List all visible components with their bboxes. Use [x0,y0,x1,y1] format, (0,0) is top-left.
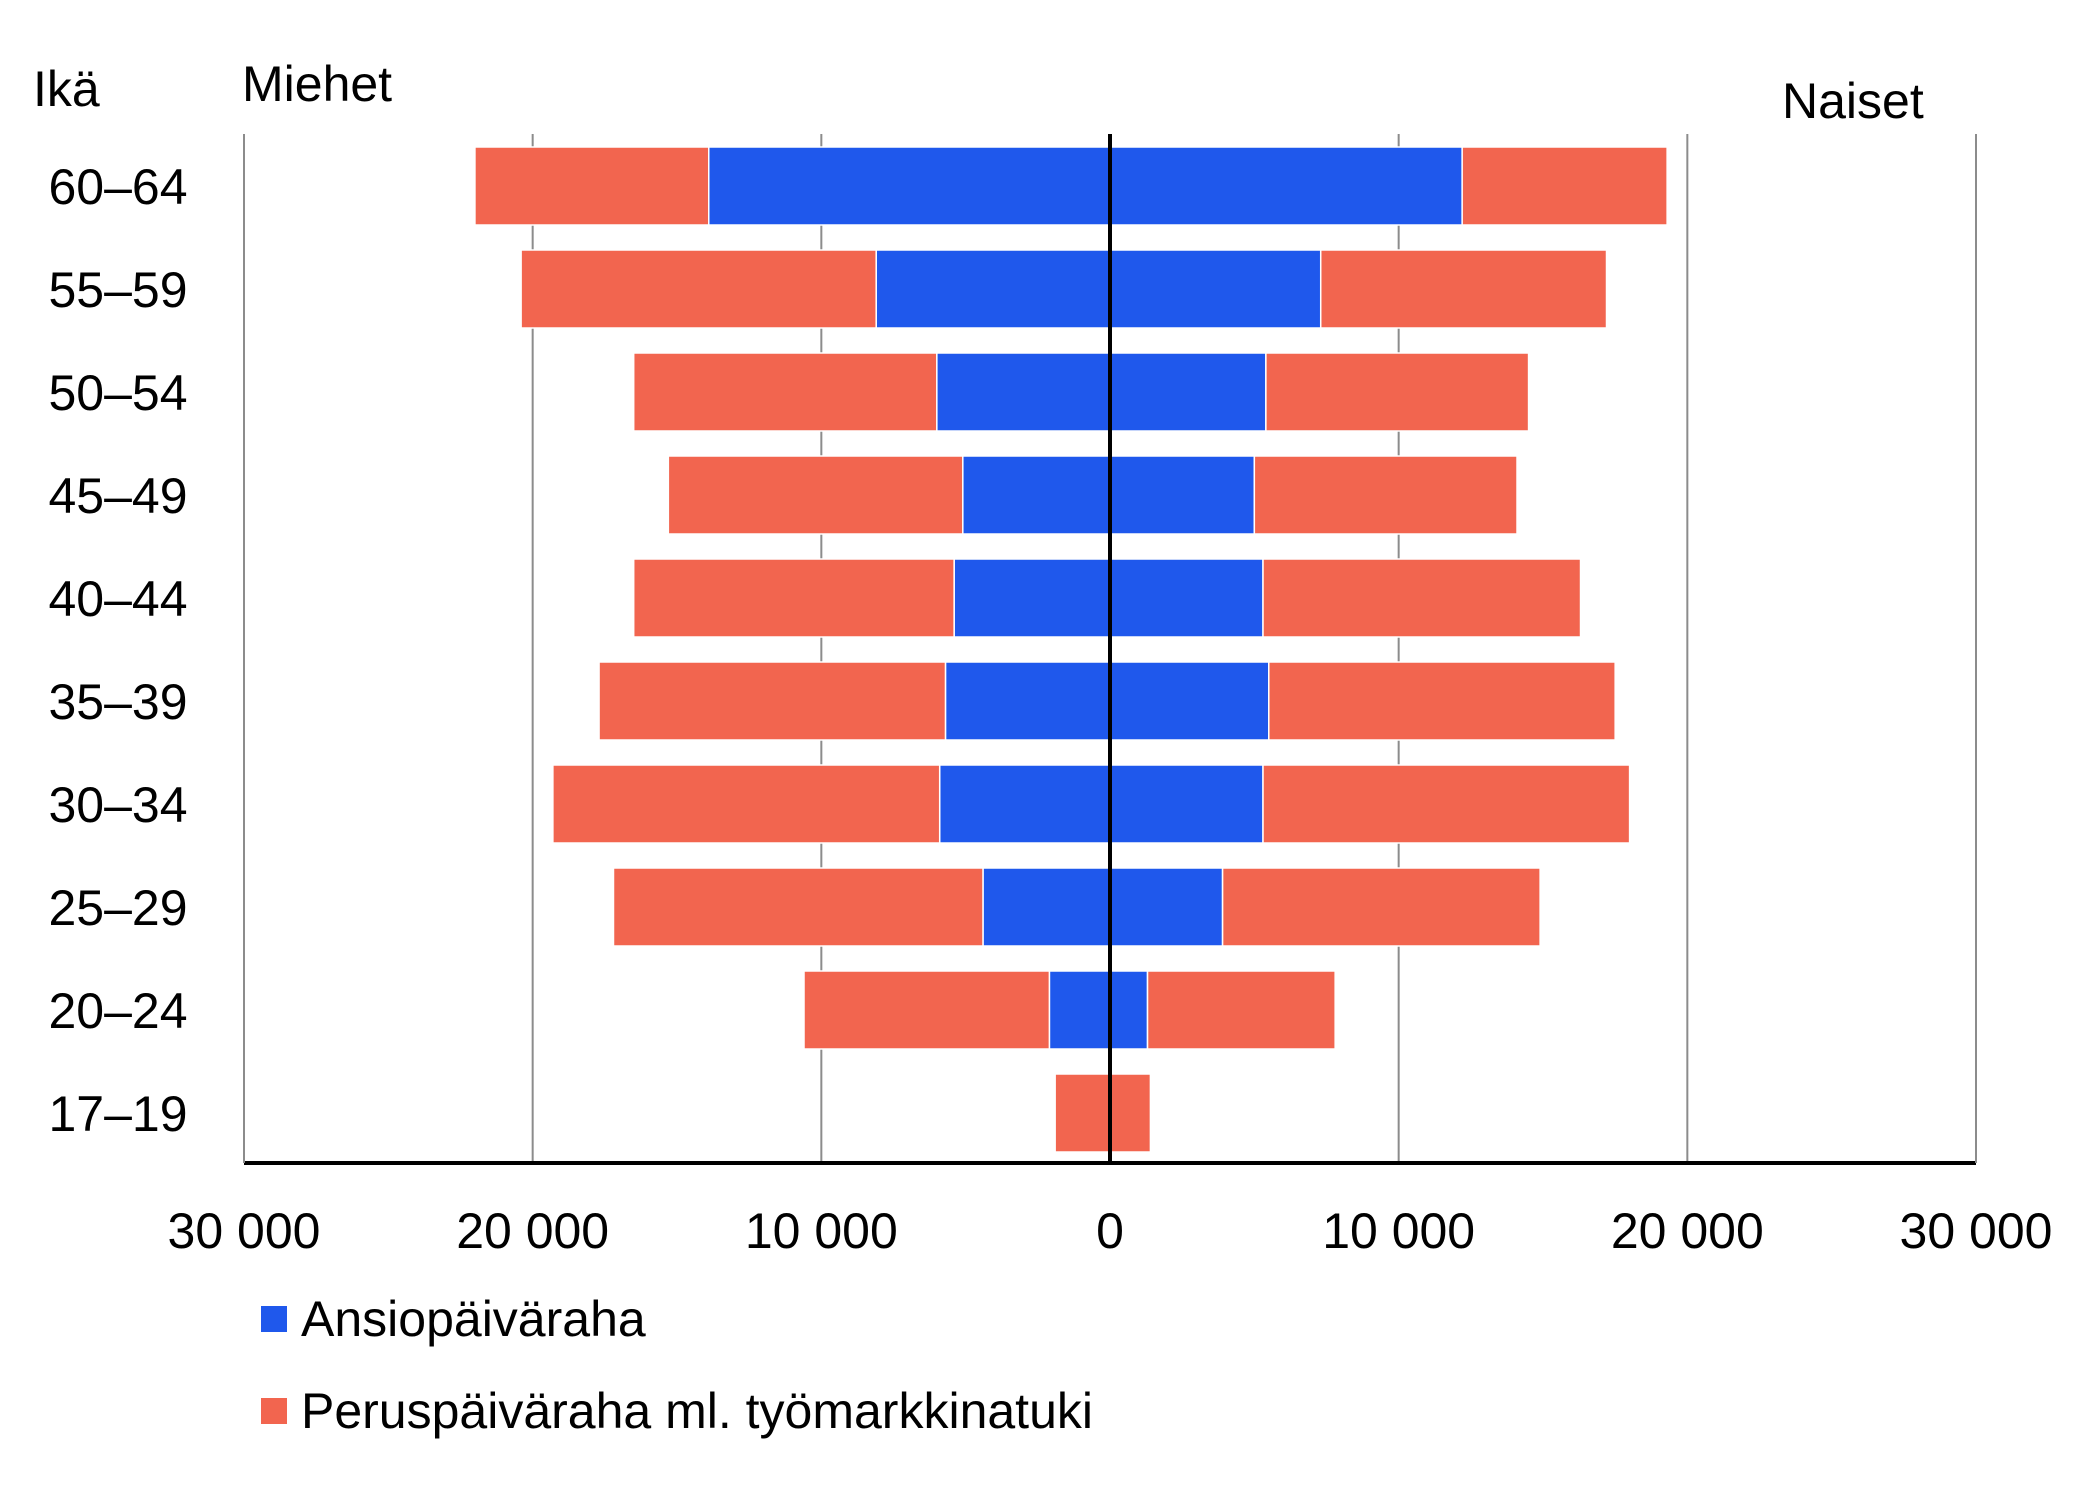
bar-men-perus-45-49 [667,455,964,535]
bar-women-perus-35-39 [1268,661,1616,741]
bar-women-ansio-60-64 [1109,146,1463,226]
bar-men-perus-20-24 [803,970,1051,1050]
left-group-title: Miehet [242,56,392,112]
bar-women-ansio-40-44 [1109,558,1264,638]
bar-women-ansio-20-24 [1109,970,1149,1050]
category-label-20-24: 20–24 [48,983,187,1039]
bar-men-perus-50-54 [632,352,938,432]
bar-women-ansio-25-29 [1109,867,1224,947]
bar-men-perus-17-19 [1054,1073,1111,1153]
bar-men-perus-25-29 [612,867,984,947]
bar-men-perus-30-34 [552,764,941,844]
legend-item-ansiopaivaraha: Ansiopäiväraha [261,1291,646,1347]
category-label-45-49: 45–49 [48,468,187,524]
bar-women-perus-45-49 [1253,455,1518,535]
bar-women-perus-25-29 [1221,867,1541,947]
category-label-25-29: 25–29 [48,880,187,936]
x-tick-label-2: 10 000 [745,1203,898,1259]
bar-men-ansio-20-24 [1048,970,1111,1050]
axes: 30 000 20 000 10 000 0 10 000 20 000 30 000 60–… [48,134,2052,1259]
bar-women-ansio-50-54 [1109,352,1267,432]
legend-label-peruspaivaraha: Peruspäiväraha ml. työmarkkinatuki [301,1383,1093,1439]
bars [474,146,1668,1153]
bar-men-ansio-55-59 [875,249,1111,329]
bar-women-ansio-30-34 [1109,764,1264,844]
bar-women-perus-50-54 [1265,352,1530,432]
legend-label-ansiopaivaraha: Ansiopäiväraha [301,1291,646,1347]
legend: Ansiopäiväraha Peruspäiväraha ml. työmar… [261,1291,1093,1439]
bar-men-ansio-45-49 [962,455,1111,535]
legend-swatch-peruspaivaraha [261,1398,287,1424]
bar-men-ansio-35-39 [944,661,1111,741]
x-tick-label-3: 0 [1096,1203,1124,1259]
x-tick-label-4: 10 000 [1322,1203,1475,1259]
bar-women-perus-30-34 [1262,764,1631,844]
right-group-title: Naiset [1782,73,1924,129]
bar-men-perus-60-64 [474,146,710,226]
category-label-40-44: 40–44 [48,571,187,627]
x-tick-label-6: 30 000 [1900,1203,2053,1259]
category-label-55-59: 55–59 [48,262,187,318]
category-axis-title: Ikä [33,61,100,117]
bar-women-perus-20-24 [1146,970,1336,1050]
bar-men-ansio-30-34 [938,764,1111,844]
bar-women-perus-40-44 [1262,558,1582,638]
legend-swatch-ansiopaivaraha [261,1306,287,1332]
x-tick-label-0: 30 000 [168,1203,321,1259]
category-label-30-34: 30–34 [48,777,187,833]
bar-women-ansio-55-59 [1109,249,1322,329]
bar-women-perus-17-19 [1109,1073,1152,1153]
bar-men-perus-40-44 [632,558,955,638]
bar-men-ansio-25-29 [982,867,1111,947]
bar-men-ansio-60-64 [708,146,1111,226]
bar-men-ansio-40-44 [953,558,1111,638]
x-tick-label-1: 20 000 [456,1203,609,1259]
bar-women-perus-60-64 [1461,146,1668,226]
bar-men-perus-55-59 [520,249,877,329]
bar-women-perus-55-59 [1319,249,1608,329]
bar-men-perus-35-39 [598,661,947,741]
category-label-60-64: 60–64 [48,159,187,215]
category-label-35-39: 35–39 [48,674,187,730]
bar-women-ansio-35-39 [1109,661,1270,741]
x-tick-label-5: 20 000 [1611,1203,1764,1259]
legend-item-peruspaivaraha: Peruspäiväraha ml. työmarkkinatuki [261,1383,1093,1439]
category-label-17-19: 17–19 [48,1086,187,1142]
bar-men-ansio-50-54 [936,352,1111,432]
bar-women-ansio-45-49 [1109,455,1256,535]
category-label-50-54: 50–54 [48,365,187,421]
